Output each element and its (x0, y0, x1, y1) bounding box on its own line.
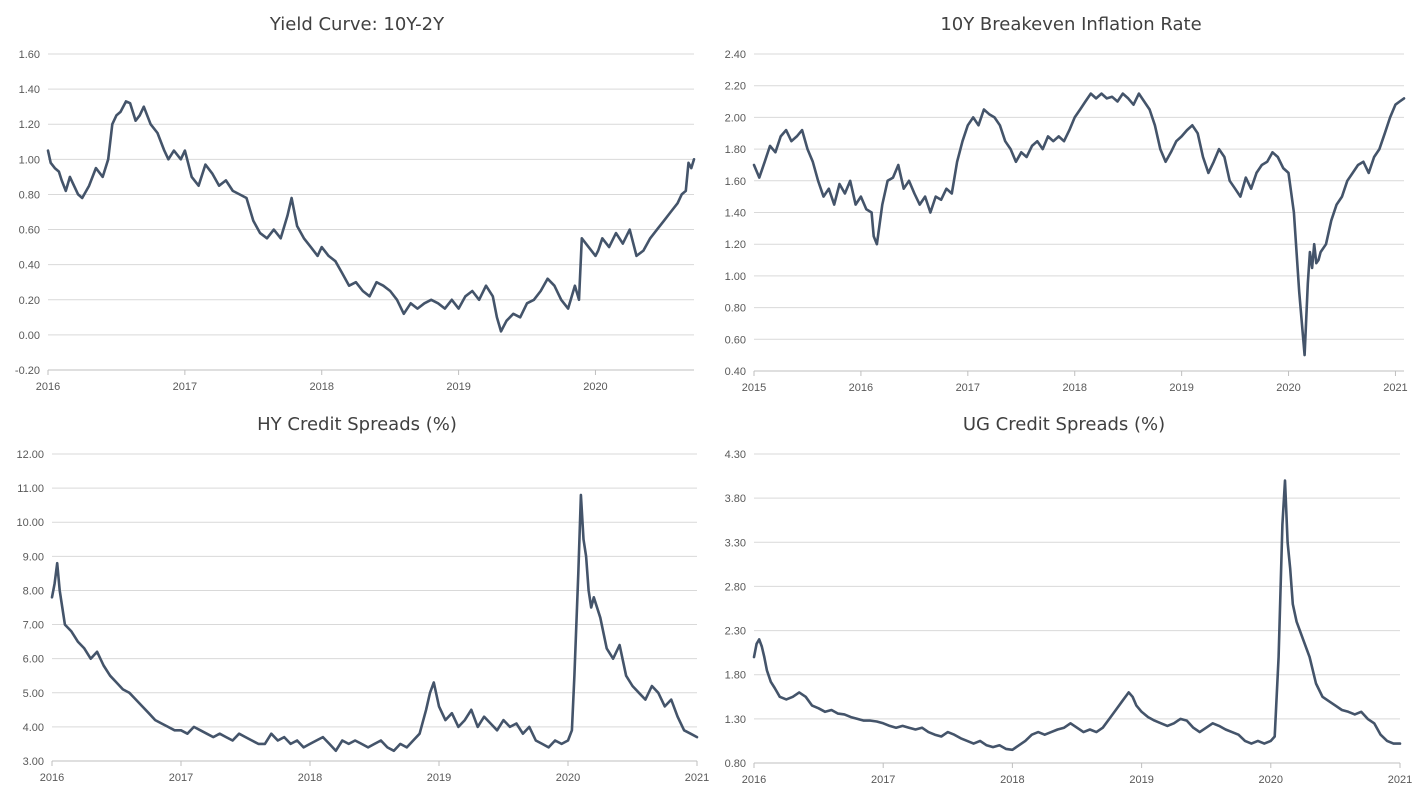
x-tick-label: 2020 (1276, 382, 1300, 394)
y-tick-label: 1.00 (19, 154, 40, 166)
y-tick-label: 1.40 (725, 208, 746, 220)
y-tick-label: 1.80 (725, 670, 746, 682)
x-tick-label: 2019 (446, 381, 470, 393)
y-tick-label: 2.00 (725, 112, 746, 124)
y-tick-label: 9.00 (23, 551, 44, 563)
y-tick-label: 1.80 (725, 144, 746, 156)
y-tick-label: 1.40 (19, 84, 40, 96)
y-tick-label: 1.60 (725, 176, 746, 188)
x-tick-label: 2018 (298, 772, 322, 784)
x-tick-label: 2018 (309, 381, 333, 393)
x-tick-label: 2016 (849, 382, 873, 394)
y-tick-label: 4.00 (23, 722, 44, 734)
y-tick-label: 2.80 (725, 581, 746, 593)
y-tick-label: 2.20 (725, 81, 746, 93)
x-tick-label: 2016 (36, 381, 60, 393)
y-tick-label: 0.80 (725, 303, 746, 315)
y-tick-label: 0.80 (19, 189, 40, 201)
line-chart: 2.40 2.20 2.00 1.80 1.60 1.40 1.20 1.00 0.80 0.60… (725, 49, 1408, 394)
y-tick-label: 6.00 (23, 654, 44, 666)
y-tick-label: 5.00 (23, 688, 44, 700)
chart-title: HY Credit Spreads (%) (257, 414, 457, 435)
y-tick-label: 1.60 (19, 49, 40, 61)
x-tick-label: 2019 (427, 772, 451, 784)
x-tick-label: 2021 (1388, 774, 1412, 786)
x-tick-label: 2020 (1259, 774, 1283, 786)
y-tick-label: 0.80 (725, 758, 746, 770)
x-tick-label: 2020 (583, 381, 607, 393)
series-line (50, 493, 699, 753)
y-tick-label: 3.00 (23, 756, 44, 768)
x-tick-label: 2021 (1383, 382, 1407, 394)
y-tick-label: 12.00 (16, 449, 44, 461)
chart-title: UG Credit Spreads (%) (962, 414, 1166, 435)
y-tick-label: 2.40 (725, 49, 746, 61)
x-tick-label: 2019 (1129, 774, 1153, 786)
x-tick-label: 2018 (1062, 382, 1086, 394)
x-tick-label: 2016 (40, 772, 64, 784)
y-tick-label: 3.80 (725, 493, 746, 505)
series-line (46, 100, 696, 333)
line-chart: 4.30 3.80 3.30 2.80 2.30 1.80 1.30 0.80 2016 2017… (725, 449, 1413, 786)
y-tick-label: 0.60 (19, 225, 40, 237)
y-tick-label: 10.00 (16, 517, 44, 529)
y-tick-label: 0.60 (725, 334, 746, 346)
x-tick-label: 2016 (742, 774, 766, 786)
line-chart: 1.60 1.40 1.20 1.00 0.80 0.60 0.40 0.20 0.00 -0.2… (15, 49, 696, 393)
y-tick-label: 1.20 (19, 119, 40, 131)
y-tick-label: 1.30 (725, 714, 746, 726)
x-tick-label: 2021 (685, 772, 709, 784)
y-tick-label: 3.30 (725, 537, 746, 549)
y-tick-label: 1.20 (725, 239, 746, 251)
y-tick-label: 0.40 (19, 260, 40, 272)
line-chart: 12.00 11.00 10.00 9.00 8.00 7.00 6.00 5.00 4.00 3… (16, 449, 709, 784)
y-tick-label: 7.00 (23, 620, 44, 632)
x-tick-label: 2017 (871, 774, 895, 786)
x-tick-label: 2020 (556, 772, 580, 784)
x-tick-label: 2018 (1000, 774, 1024, 786)
chart-panel-breakeven-inflation: 10Y Breakeven Inflation Rate 2.40 2.20 2.0… (714, 0, 1428, 396)
x-tick-label: 2019 (1169, 382, 1193, 394)
x-tick-label: 2017 (169, 772, 193, 784)
y-tick-label: 8.00 (23, 585, 44, 597)
series-line (752, 92, 1406, 357)
chart-panel-hy-credit-spreads: HY Credit Spreads (%) 12.00 11.00 10.00 9.0… (0, 396, 714, 792)
chart-title: Yield Curve: 10Y-2Y (269, 14, 445, 35)
y-tick-label: 0.20 (19, 295, 40, 307)
x-tick-label: 2017 (173, 381, 197, 393)
series-line (752, 479, 1402, 752)
chart-panel-ug-credit-spreads: UG Credit Spreads (%) 4.30 3.80 3.30 2.80 2.… (714, 396, 1428, 792)
y-tick-label: 11.00 (17, 483, 44, 495)
x-tick-label: 2017 (956, 382, 980, 394)
chart-title: 10Y Breakeven Inflation Rate (940, 14, 1202, 35)
chart-panel-yield-curve: Yield Curve: 10Y-2Y 1.60 1.40 1.20 1.00 0.80… (0, 0, 714, 396)
x-tick-label: 2015 (742, 382, 766, 394)
y-tick-label: 0.40 (725, 366, 746, 378)
y-tick-label: 1.00 (725, 271, 746, 283)
y-tick-label: 2.30 (725, 626, 746, 638)
y-tick-label: 0.00 (19, 330, 40, 342)
y-tick-label: 4.30 (725, 449, 746, 461)
y-tick-label: -0.20 (15, 365, 40, 377)
